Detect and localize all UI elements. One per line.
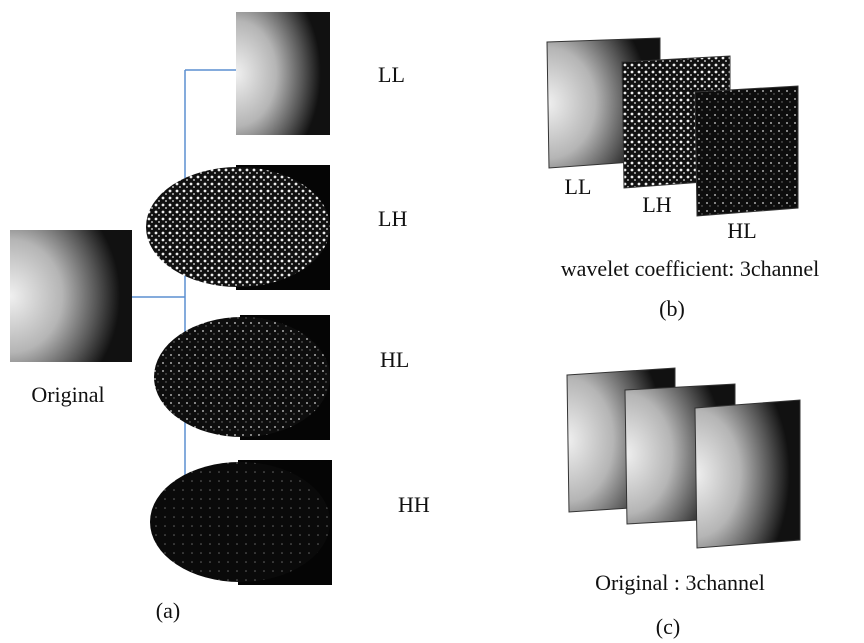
original-image <box>10 230 132 362</box>
panel-c: Original : 3channel (c) <box>566 367 801 639</box>
tree-lines <box>132 69 240 519</box>
caption-b: (b) <box>659 296 685 321</box>
original-label: Original <box>31 382 104 407</box>
original-3channel-label: Original : 3channel <box>595 570 765 595</box>
hl-image <box>154 317 330 437</box>
hh-label: HH <box>398 492 430 517</box>
ll-label: LL <box>378 62 405 87</box>
panel-b: LL LH HL wavelet coefficient: 3channel (… <box>546 37 820 321</box>
hl-layer-label: HL <box>727 218 756 243</box>
hl-label: HL <box>380 347 409 372</box>
lh-label: LH <box>378 206 407 231</box>
wavelet-label: wavelet coefficient: 3channel <box>561 256 820 281</box>
ll-layer-label: LL <box>565 174 592 199</box>
lh-layer-label: LH <box>642 192 671 217</box>
hh-image <box>150 462 330 582</box>
caption-a: (a) <box>156 598 180 623</box>
original-layer-3 <box>694 399 801 549</box>
lh-image <box>146 167 330 287</box>
hl-layer <box>694 85 799 217</box>
panel-a: Original LL LH HL HH (a) <box>10 12 430 623</box>
caption-c: (c) <box>656 614 680 639</box>
ll-image <box>236 12 330 135</box>
